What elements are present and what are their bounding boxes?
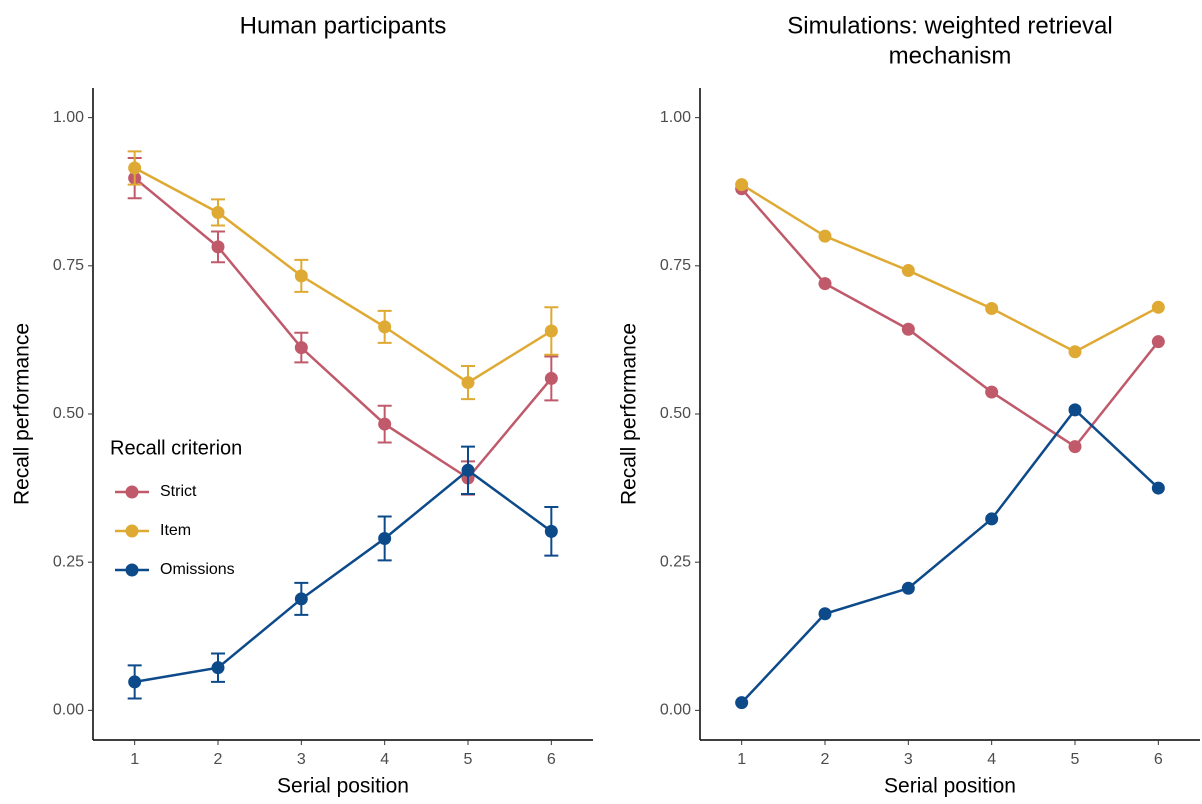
- point: [211, 661, 225, 675]
- y-axis-label: Recall performance: [618, 323, 641, 505]
- point: [1151, 300, 1165, 314]
- point: [211, 240, 225, 254]
- y-tick-label: 0.75: [53, 257, 84, 274]
- point: [211, 205, 225, 219]
- y-tick-label: 0.25: [53, 553, 84, 570]
- y-tick-label: 0.50: [660, 405, 691, 422]
- y-tick-label: 1.00: [660, 109, 691, 126]
- point: [735, 178, 749, 192]
- x-tick-label: 2: [214, 751, 223, 768]
- point: [1068, 440, 1082, 454]
- x-tick-label: 3: [904, 751, 913, 768]
- x-axis-label: Serial position: [277, 775, 409, 798]
- series-line: [134, 166, 552, 385]
- series-line: [740, 187, 1160, 449]
- point: [735, 696, 749, 710]
- point: [461, 376, 475, 390]
- point: [128, 675, 142, 689]
- point: [1151, 335, 1165, 349]
- x-tick-label: 4: [987, 751, 996, 768]
- point: [1151, 481, 1165, 495]
- legend-title: Recall criterion: [110, 437, 242, 459]
- x-tick-label: 5: [464, 751, 473, 768]
- series-line: [134, 468, 553, 684]
- x-tick-label: 1: [737, 751, 746, 768]
- legend-label: Strict: [160, 483, 197, 500]
- point: [1068, 403, 1082, 417]
- x-tick-label: 1: [130, 751, 139, 768]
- point: [378, 531, 392, 545]
- x-tick-label: 4: [380, 751, 389, 768]
- legend-swatch: [125, 524, 139, 538]
- point: [544, 524, 558, 538]
- chart-title: mechanism: [889, 42, 1012, 69]
- point: [378, 320, 392, 334]
- x-tick-label: 6: [547, 751, 556, 768]
- y-tick-label: 1.00: [53, 109, 84, 126]
- point: [128, 161, 142, 175]
- x-tick-label: 6: [1154, 751, 1163, 768]
- point: [818, 277, 832, 291]
- point: [985, 512, 999, 526]
- y-tick-label: 0.75: [660, 257, 691, 274]
- point: [985, 385, 999, 399]
- point: [544, 371, 558, 385]
- x-axis-label: Serial position: [884, 775, 1016, 798]
- legend-label: Omissions: [160, 561, 235, 578]
- chart-title: Simulations: weighted retrieval: [787, 12, 1113, 39]
- point: [294, 592, 308, 606]
- point: [378, 417, 392, 431]
- point: [1068, 345, 1082, 359]
- point: [294, 269, 308, 283]
- x-tick-label: 5: [1071, 751, 1080, 768]
- point: [461, 463, 475, 477]
- point: [544, 324, 558, 338]
- y-tick-label: 0.50: [53, 405, 84, 422]
- y-tick-label: 0.00: [53, 702, 84, 719]
- point: [985, 301, 999, 315]
- series-line: [741, 183, 1159, 354]
- series-line: [740, 407, 1160, 704]
- chart-title: Human participants: [240, 12, 447, 39]
- point: [901, 322, 915, 336]
- y-tick-label: 0.00: [660, 702, 691, 719]
- y-tick-label: 0.25: [660, 553, 691, 570]
- x-tick-label: 2: [821, 751, 830, 768]
- point: [901, 581, 915, 595]
- legend-swatch: [125, 563, 139, 577]
- point: [818, 607, 832, 621]
- series-line: [133, 177, 553, 480]
- point: [901, 264, 915, 278]
- y-axis-label: Recall performance: [11, 323, 34, 505]
- point: [818, 229, 832, 243]
- x-tick-label: 3: [297, 751, 306, 768]
- point: [294, 341, 308, 355]
- legend-label: Item: [160, 522, 191, 539]
- legend-swatch: [125, 485, 139, 499]
